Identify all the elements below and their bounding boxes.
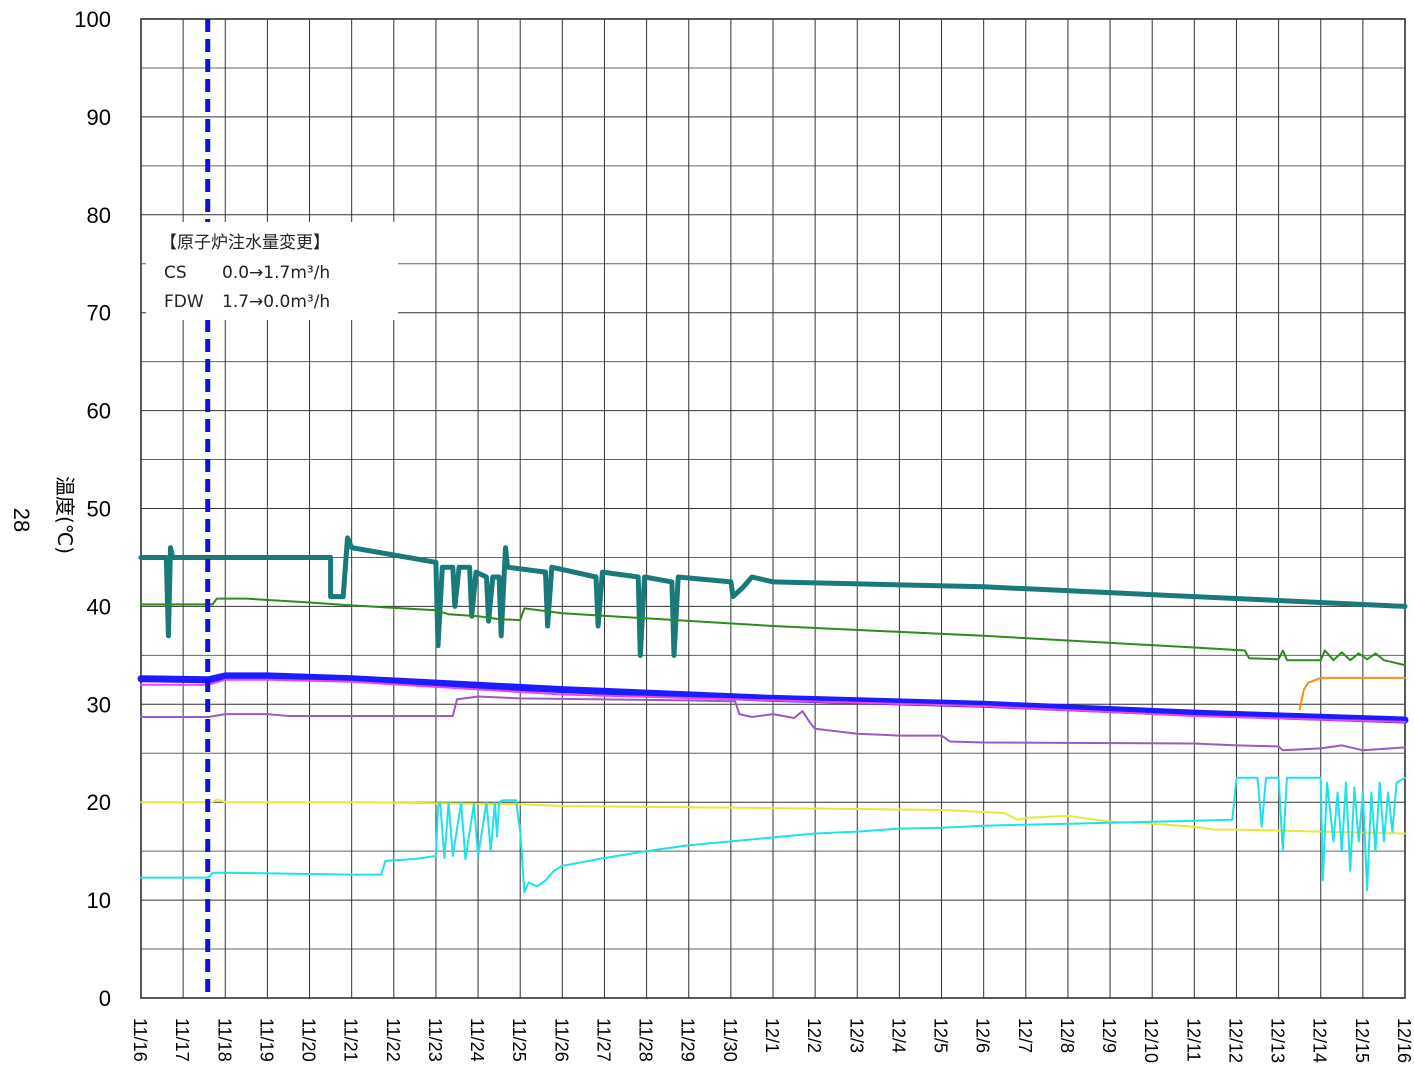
y-tick-label: 10 [87,888,111,913]
x-tick-label: 12/1 [762,1018,782,1053]
x-tick-label: 11/21 [341,1018,361,1062]
x-tick-label: 11/28 [636,1018,656,1062]
y-tick-label: 0 [99,986,111,1011]
y-axis-label-group: 温度(℃) [53,476,77,554]
x-tick-label: 11/18 [214,1018,234,1062]
y-tick-label: 90 [87,105,111,130]
x-tick-label: 11/20 [299,1018,319,1062]
x-tick-label: 11/26 [551,1018,571,1062]
annotation-fdw-value: 1.7→0.0m³/h [222,292,330,312]
x-tick-label: 11/16 [130,1018,150,1062]
series-line-3 [1298,676,1406,711]
annotation-background [146,222,398,320]
series-layer [137,535,1409,894]
annotation-cs-label: CS [164,263,187,283]
x-tick-label: 12/12 [1225,1018,1245,1063]
page-number-group: 28 [9,508,34,532]
annotation-box: 【原子炉注水量変更】 CS 0.0→1.7m³/h FDW 1.7→0.0m³/… [146,222,398,320]
series-line-8 [140,776,1406,894]
x-tick-label: 11/23 [425,1018,445,1062]
annotation-fdw-label: FDW [164,292,204,312]
x-tick-label: 11/29 [678,1018,698,1062]
y-tick-label: 40 [87,594,111,619]
series-line-1 [138,535,1408,658]
y-tick-label: 100 [74,7,111,32]
x-tick-label: 11/25 [509,1018,529,1062]
y-tick-label: 30 [87,692,111,717]
x-tick-label: 12/9 [1099,1018,1119,1053]
x-tick-label: 12/5 [931,1018,951,1053]
x-tick-label: 12/16 [1394,1018,1414,1063]
x-tick-label: 11/17 [172,1018,192,1062]
y-tick-label: 80 [87,203,111,228]
y-tick-label: 50 [87,497,111,522]
x-tick-label: 12/6 [973,1018,993,1053]
x-tick-label: 12/7 [1015,1018,1035,1053]
y-tick-label: 60 [87,399,111,424]
series-line-2 [140,597,1406,667]
x-tick-label: 11/24 [467,1018,487,1062]
grid [140,18,1406,999]
y-tick-label: 70 [87,301,111,326]
series-line-5 [140,678,1406,723]
x-tick-label: 12/4 [888,1018,908,1053]
x-tick-label: 12/13 [1268,1018,1288,1063]
y-axis-ticks: 0 10 20 30 40 50 60 70 80 90 100 [74,7,111,1011]
x-tick-label: 12/8 [1057,1018,1077,1053]
x-tick-label: 11/30 [720,1018,740,1062]
x-tick-label: 11/19 [256,1018,276,1062]
y-tick-label: 20 [87,790,111,815]
x-tick-label: 12/14 [1310,1018,1330,1063]
y-axis-label: 温度(℃) [53,476,77,554]
x-tick-label: 11/22 [383,1018,403,1062]
x-tick-label: 12/10 [1141,1018,1161,1063]
series-line-7 [140,798,1406,835]
plot-area [137,18,1409,999]
x-tick-label: 12/3 [846,1018,866,1053]
annotation-cs-value: 0.0→1.7m³/h [222,263,330,283]
series-line-4 [137,672,1409,724]
x-tick-label: 11/27 [593,1018,613,1062]
page-number: 28 [9,508,34,532]
x-tick-label: 12/15 [1352,1018,1372,1063]
annotation-title: 【原子炉注水量変更】 [160,233,330,253]
series-line-6 [140,695,1406,752]
x-tick-label: 12/11 [1183,1018,1203,1062]
x-axis-ticks: 11/16 11/17 11/18 11/19 11/20 11/21 11/22 11/23… [130,1018,1414,1063]
x-tick-label: 12/2 [804,1018,824,1053]
